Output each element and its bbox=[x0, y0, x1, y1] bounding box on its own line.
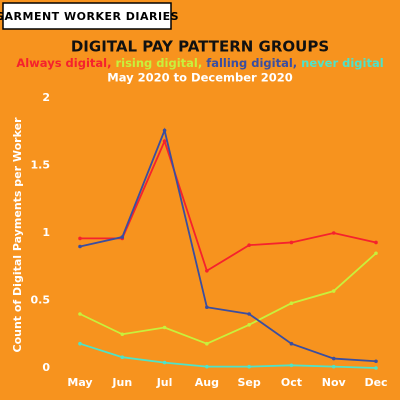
series-point bbox=[205, 269, 209, 273]
series-point bbox=[289, 341, 294, 346]
series-line bbox=[79, 252, 377, 345]
y-tick-label: 2 bbox=[42, 91, 50, 104]
y-tick-label: 1.5 bbox=[31, 159, 51, 172]
series-point bbox=[205, 364, 209, 369]
legend-entry: never digital bbox=[301, 56, 384, 70]
series-point bbox=[331, 364, 336, 369]
series-point bbox=[374, 359, 378, 364]
series-point bbox=[205, 341, 209, 346]
x-tick-label: Aug bbox=[195, 376, 219, 389]
series-point bbox=[374, 251, 378, 256]
series-point bbox=[78, 244, 82, 249]
subtitle: May 2020 to December 2020 bbox=[107, 71, 292, 85]
series-point bbox=[247, 323, 251, 327]
series-point bbox=[120, 355, 125, 360]
chart-title: DIGITAL PAY PATTERN GROUPS bbox=[71, 38, 329, 56]
series-point bbox=[78, 312, 82, 316]
series-point bbox=[78, 236, 82, 241]
series-point bbox=[205, 305, 209, 310]
legend-entry: falling digital bbox=[206, 56, 293, 70]
series-point bbox=[331, 356, 336, 361]
x-tick-label: Nov bbox=[322, 376, 347, 389]
series-point bbox=[247, 312, 251, 316]
series-point bbox=[120, 235, 125, 239]
y-tick-label: 0 bbox=[42, 361, 50, 374]
series-point bbox=[78, 341, 82, 346]
series-point bbox=[162, 139, 167, 143]
legend-entry: rising digital bbox=[115, 56, 197, 70]
legend: Always digital, rising digital, falling di… bbox=[16, 56, 383, 70]
series-point bbox=[162, 360, 167, 365]
series-point bbox=[289, 363, 294, 368]
series-point bbox=[331, 231, 336, 235]
legend-entry: Always digital bbox=[16, 56, 107, 70]
legend-separator: , bbox=[107, 56, 111, 70]
x-tick-label: Jun bbox=[111, 376, 132, 389]
y-axis-label: Count of Digital Payments per Worker bbox=[11, 117, 24, 353]
series-point bbox=[374, 240, 378, 245]
x-tick-label: Oct bbox=[281, 376, 302, 389]
series-point bbox=[247, 243, 251, 247]
series-point bbox=[331, 289, 336, 293]
series-point bbox=[247, 364, 251, 369]
series-point bbox=[162, 128, 167, 133]
legend-separator: , bbox=[198, 56, 202, 70]
series-point bbox=[162, 325, 167, 330]
y-tick-label: 1 bbox=[42, 226, 50, 239]
series-point bbox=[289, 240, 294, 245]
x-tick-label: Dec bbox=[364, 376, 387, 389]
series-line bbox=[80, 138, 377, 273]
x-tick-label: Jul bbox=[156, 376, 173, 389]
x-tick-label: Sep bbox=[238, 376, 261, 389]
brand-box bbox=[2, 2, 172, 30]
series-point bbox=[374, 366, 378, 370]
series-point bbox=[289, 301, 294, 306]
brand: GARMENT WORKER DIARIES bbox=[0, 10, 179, 23]
y-tick-label: 0.5 bbox=[31, 294, 51, 307]
x-tick-label: May bbox=[67, 376, 92, 389]
series-line bbox=[79, 127, 377, 363]
legend-separator: , bbox=[293, 56, 297, 70]
series-point bbox=[120, 332, 125, 337]
series-line bbox=[79, 342, 377, 369]
